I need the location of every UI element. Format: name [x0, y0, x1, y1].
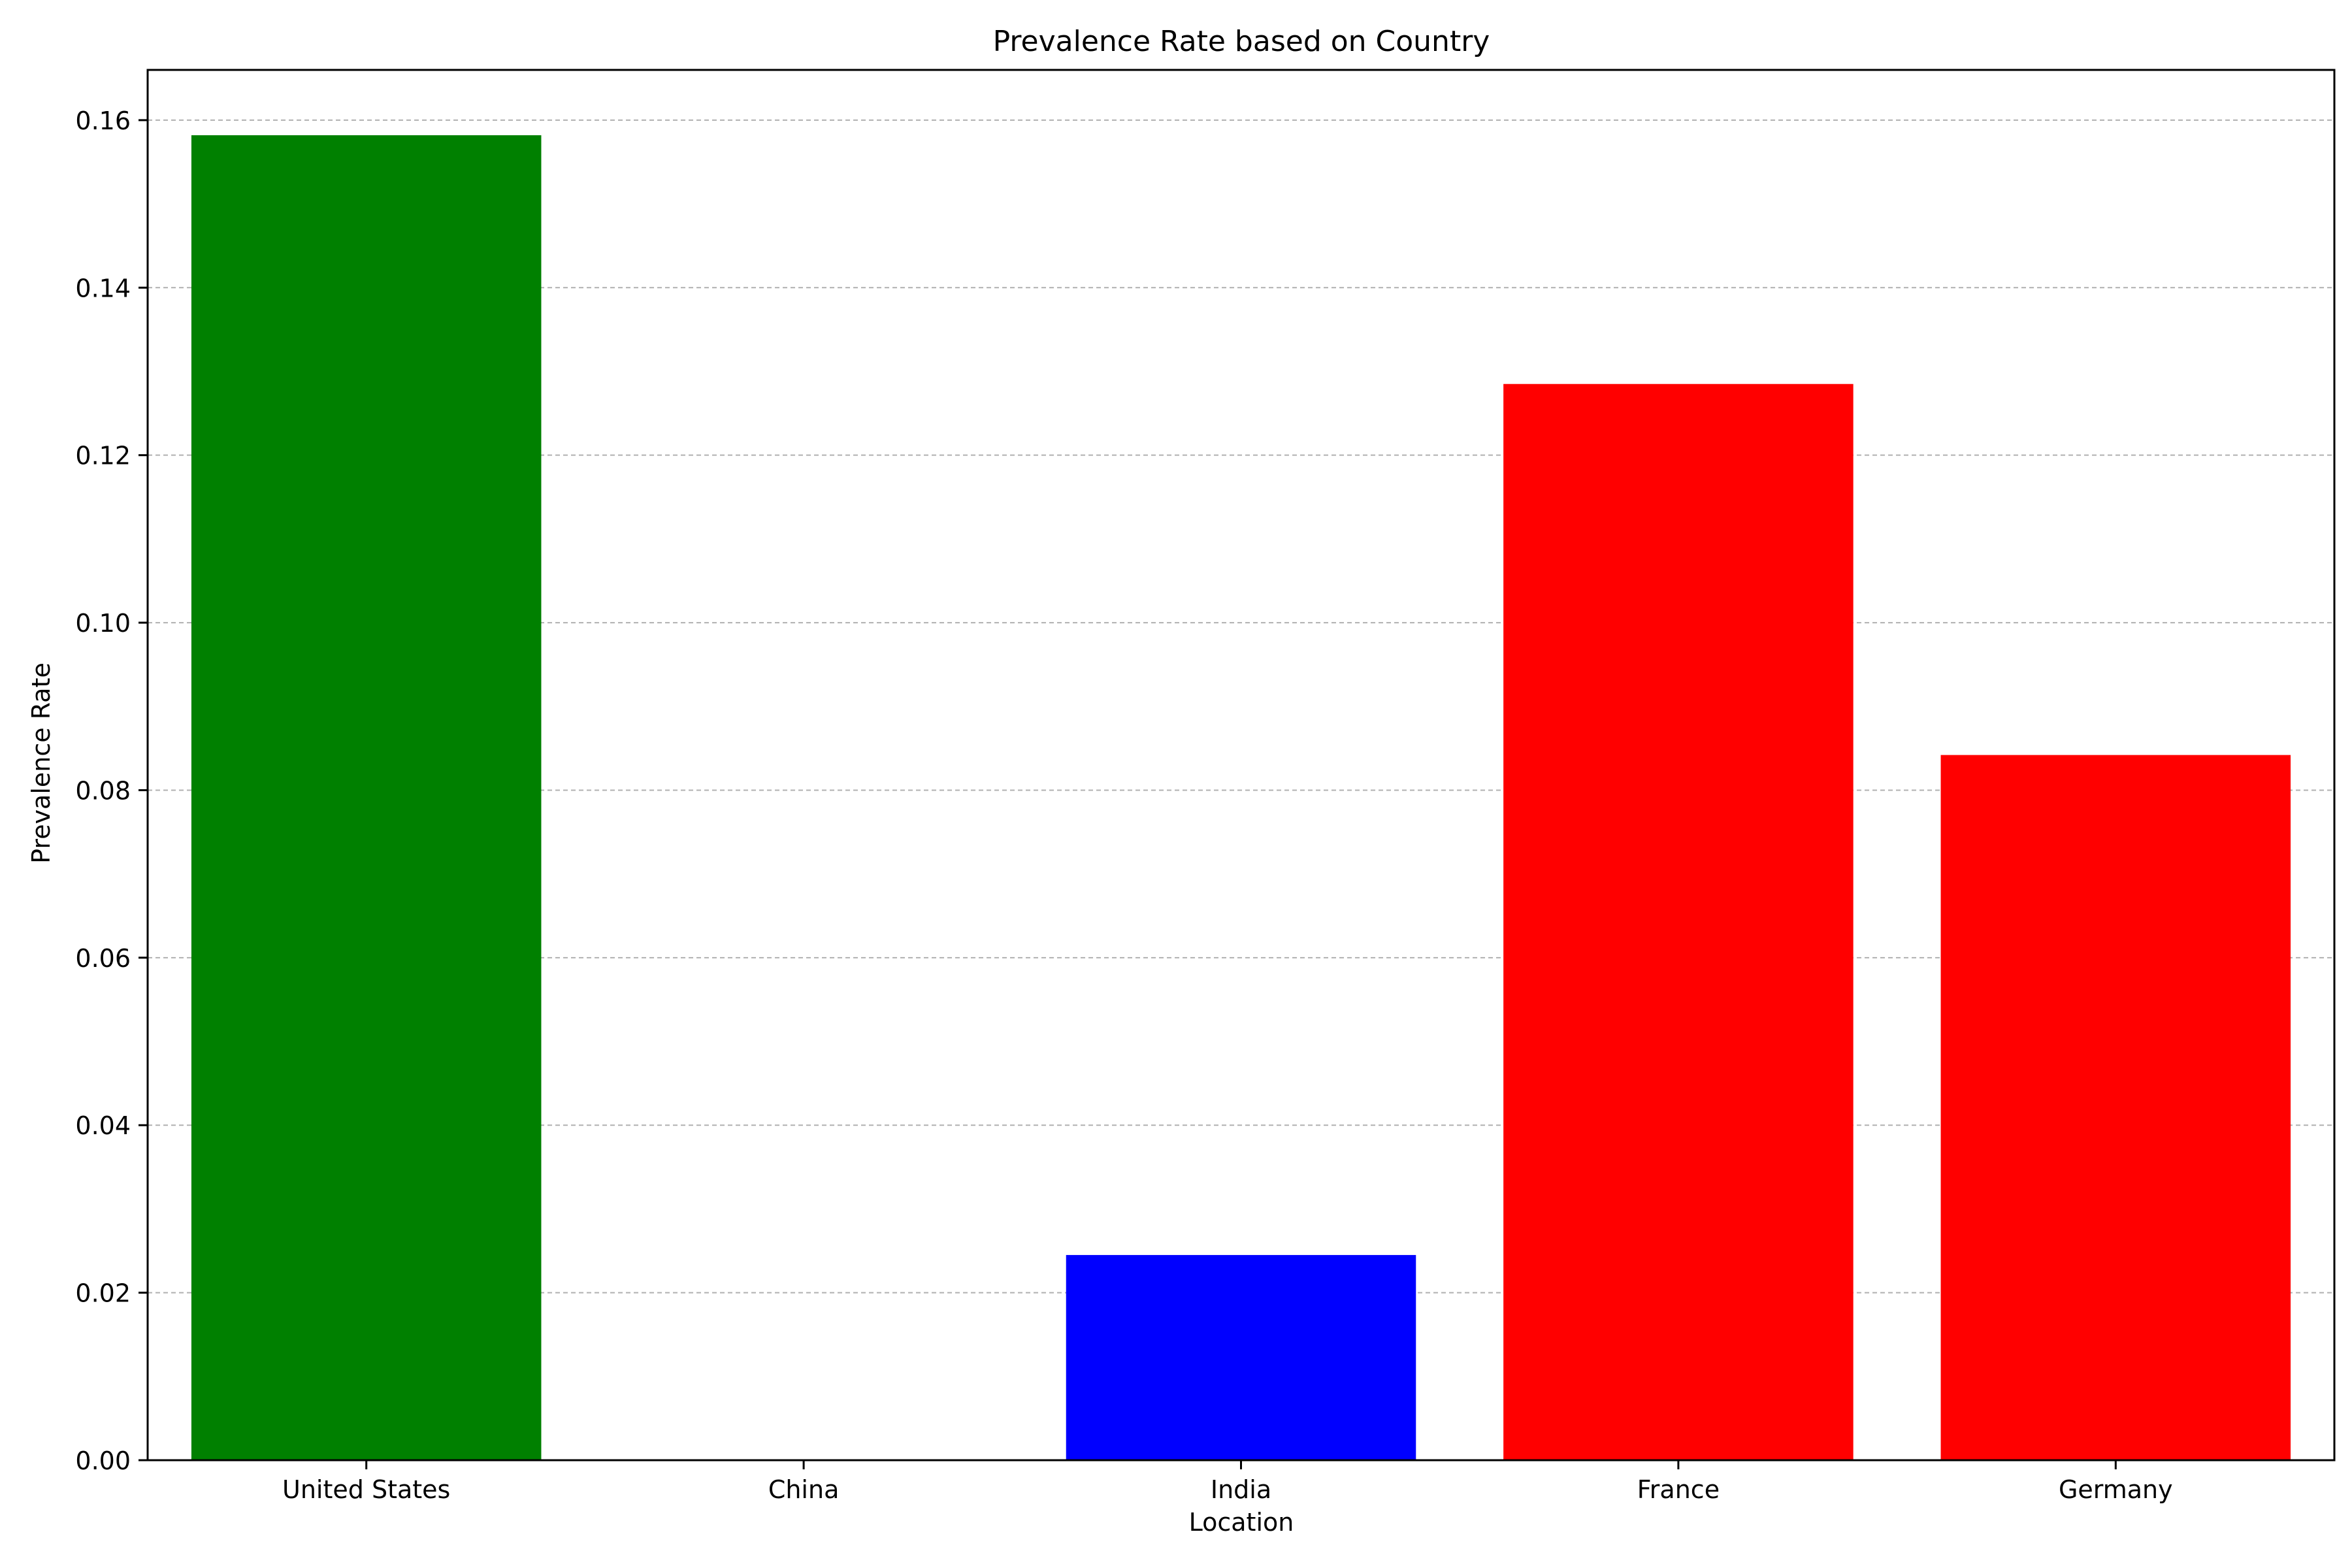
x-tick-label: Germany [2059, 1475, 2173, 1504]
y-axis-label: Prevalence Rate [27, 662, 56, 864]
x-tick-label: France [1637, 1475, 1720, 1504]
y-tick-label: 0.16 [75, 106, 131, 135]
y-tick-label: 0.06 [75, 944, 131, 973]
bars [191, 135, 2291, 1460]
bar-united-states [191, 135, 542, 1460]
y-tick-label: 0.04 [75, 1111, 131, 1140]
y-tick-label: 0.12 [75, 442, 131, 470]
y-tick-label: 0.00 [75, 1446, 131, 1475]
x-tick-label: United States [282, 1475, 450, 1504]
bar-india [1066, 1254, 1416, 1460]
x-axis-label: Location [1189, 1508, 1294, 1537]
y-tick-label: 0.14 [75, 274, 131, 302]
x-axis-ticks: United States China India France Germany [282, 1460, 2173, 1504]
y-tick-label: 0.10 [75, 609, 131, 638]
chart-title: Prevalence Rate based on Country [993, 25, 1490, 58]
y-tick-label: 0.02 [75, 1279, 131, 1308]
x-tick-label: China [768, 1475, 840, 1504]
bar-germany [1940, 755, 2291, 1460]
y-axis-ticks: 0.00 0.02 0.04 0.06 0.08 0.10 0.12 0.14 0.16 [75, 106, 148, 1475]
y-tick-label: 0.08 [75, 776, 131, 805]
bar-france [1503, 384, 1854, 1460]
x-tick-label: India [1211, 1475, 1271, 1504]
